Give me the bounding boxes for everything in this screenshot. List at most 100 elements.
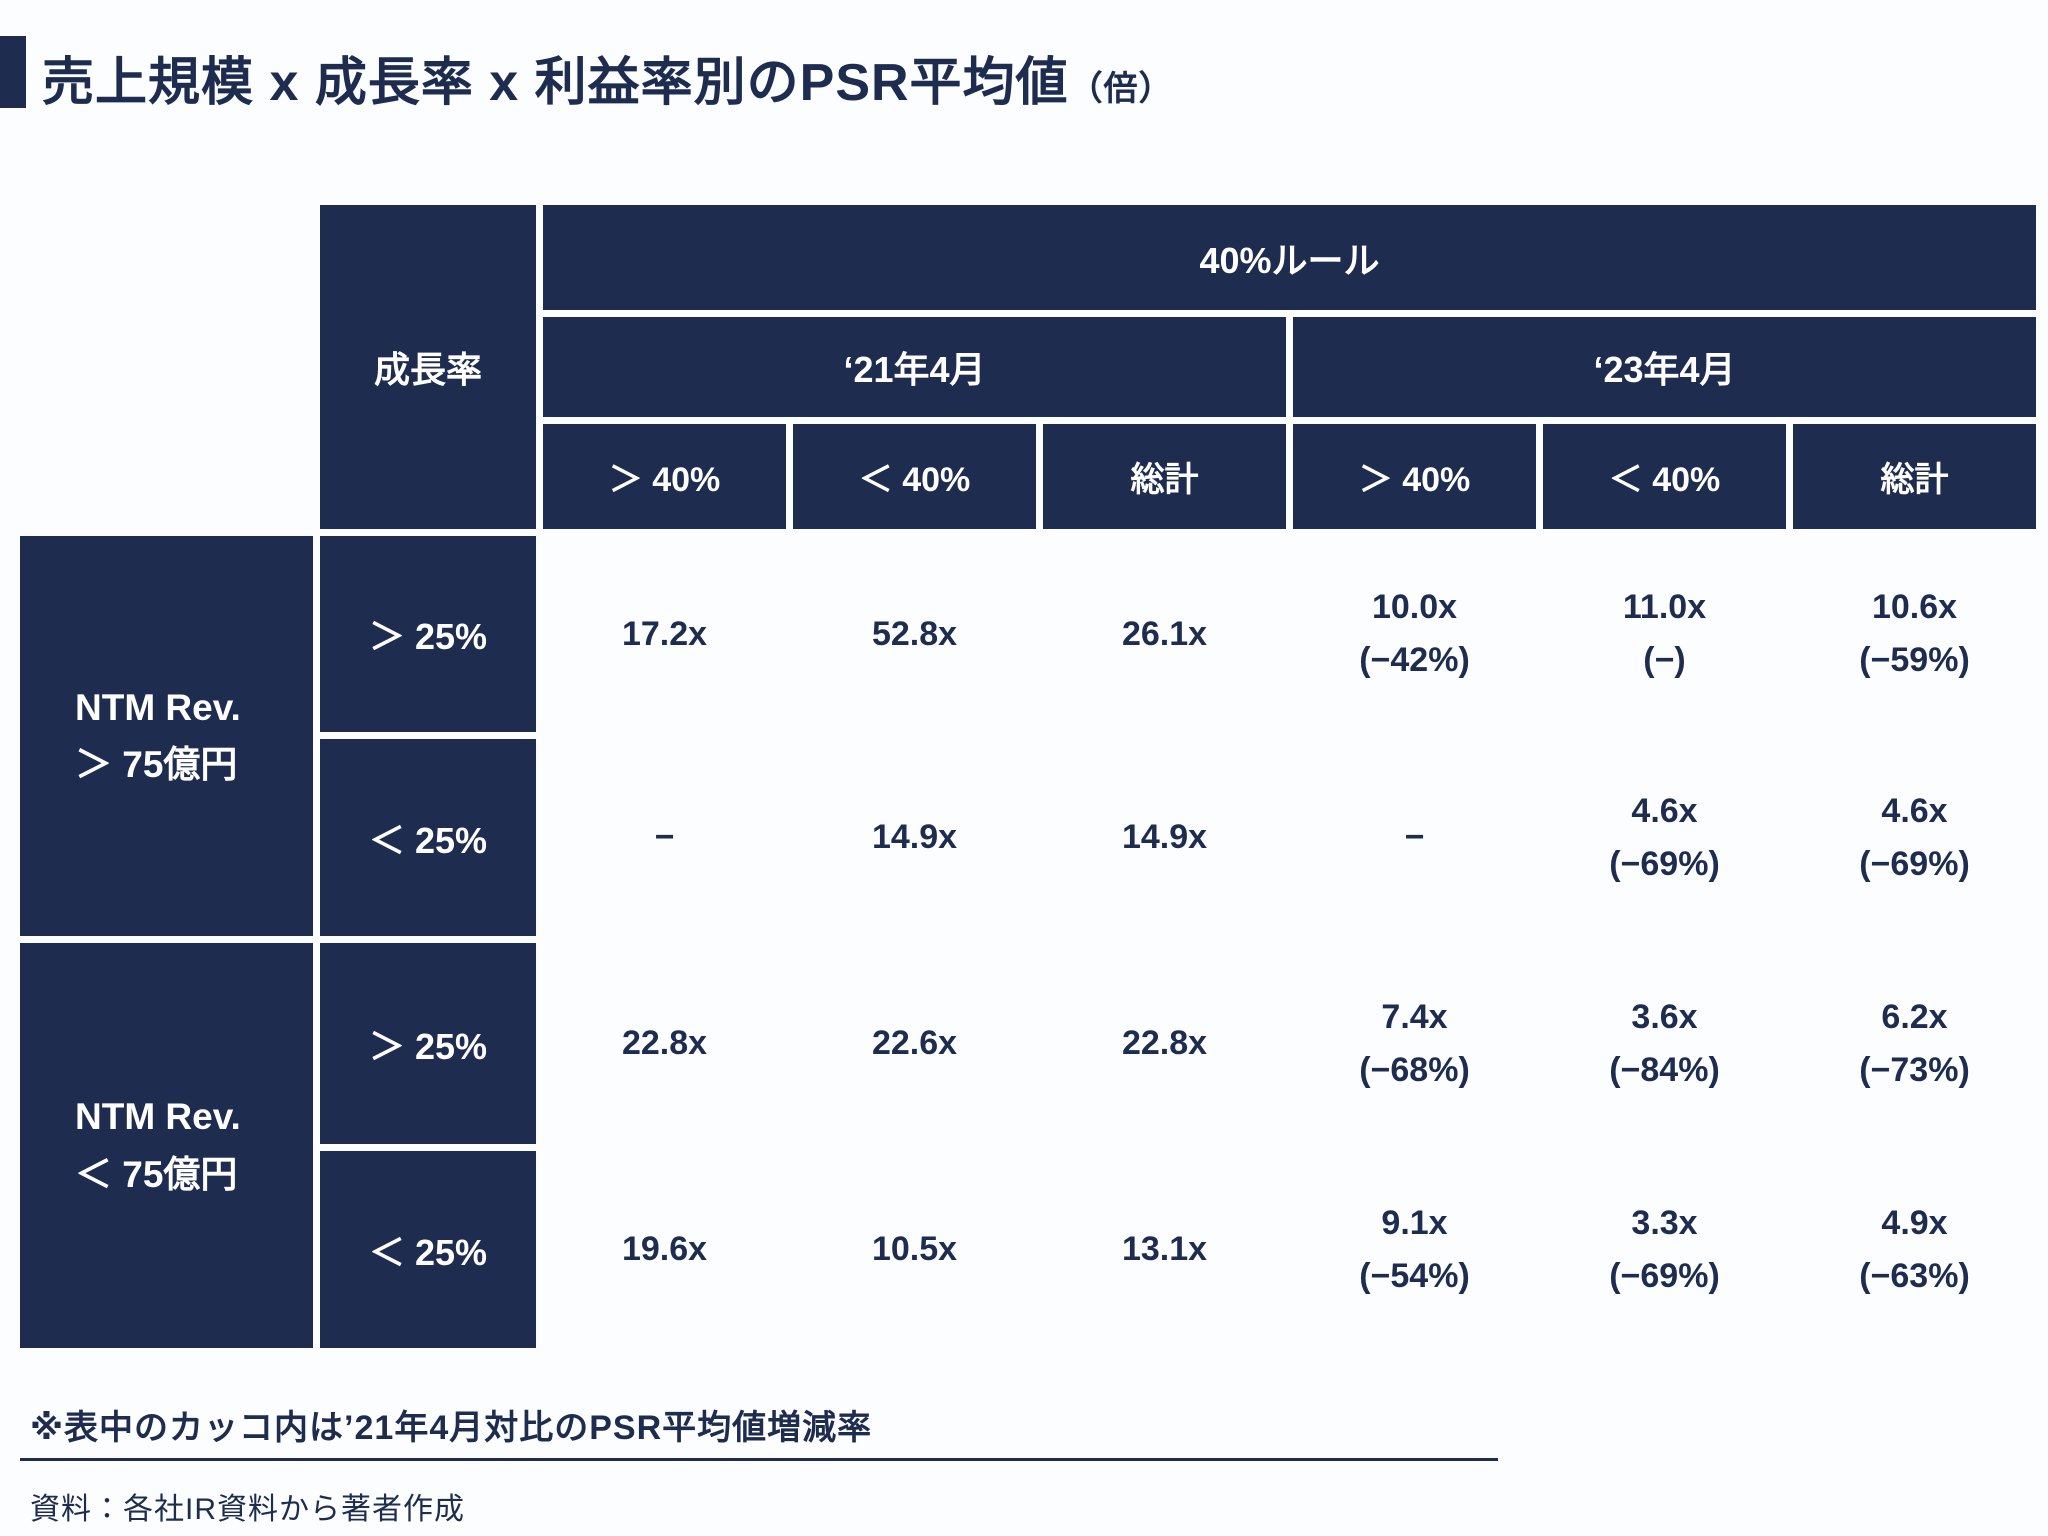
psr-cell: 13.1x <box>1043 1151 1286 1348</box>
psr-value: 7.4x <box>1381 997 1448 1036</box>
psr-cell: 3.3x (−69%) <box>1543 1151 1786 1348</box>
psr-change: (−63%) <box>1859 1256 1970 1295</box>
psr-value: 4.9x <box>1881 1203 1948 1242</box>
growth-rate-header-label: 成長率 <box>373 349 482 390</box>
psr-value: 10.0x <box>1371 588 1458 627</box>
psr-change: (−69%) <box>1609 1256 1720 1295</box>
psr-cell: 52.8x <box>793 536 1036 732</box>
psr-value: 14.9x <box>871 818 958 857</box>
psr-value: 3.3x <box>1631 1203 1698 1242</box>
psr-table: 成長率 40%ルール ‘21年4月 ‘23年4月 ＞ 40% ＜ 40% 総計 … <box>20 205 2036 1348</box>
col-header-label: 総計 <box>1130 461 1199 499</box>
row-header-label: ＞ 25% <box>368 1025 488 1067</box>
footnote: ※表中のカッコ内は’21年4月対比のPSR平均値増減率 <box>30 1409 873 1447</box>
row-header-label: ＜ 25% <box>368 1231 488 1273</box>
psr-cell: 4.9x (−63%) <box>1793 1151 2036 1348</box>
psr-change: (−) <box>1643 641 1686 679</box>
psr-cell: 9.1x (−54%) <box>1293 1151 1536 1348</box>
psr-cell: 19.6x <box>543 1151 786 1348</box>
col-header-label: ＞ 40% <box>1358 461 1471 499</box>
psr-value: 10.5x <box>871 1230 958 1269</box>
page-title: 売上規模 x 成長率 x 利益率別のPSR平均値（倍） <box>42 40 1174 115</box>
psr-value: 9.1x <box>1381 1203 1448 1242</box>
psr-cell: 22.8x <box>543 943 786 1144</box>
psr-value: 22.8x <box>621 1024 708 1063</box>
psr-change: (−69%) <box>1609 844 1720 883</box>
psr-cell: 4.6x (−69%) <box>1793 739 2036 936</box>
psr-value: 3.6x <box>1631 997 1698 1036</box>
source-note: 資料：各社IR資料から著者作成 <box>30 1493 465 1526</box>
psr-change: (−84%) <box>1609 1050 1720 1089</box>
psr-cell: 3.6x (−84%) <box>1543 943 1786 1144</box>
period-2023-header-cell: ‘23年4月 <box>1293 317 2036 417</box>
psr-value: 22.6x <box>871 1024 958 1063</box>
psr-change: (−42%) <box>1359 641 1470 679</box>
psr-cell: 22.8x <box>1043 943 1286 1144</box>
period-2021-label: ‘21年4月 <box>843 349 986 390</box>
psr-cell: 4.6x (−69%) <box>1543 739 1786 936</box>
period-2021-header-cell: ‘21年4月 <box>543 317 1286 417</box>
footer-divider <box>20 1458 1498 1461</box>
col-header-total-2021: 総計 <box>1043 424 1286 529</box>
row-group-label-line2: ＞ 75億円 <box>75 744 238 785</box>
col-header-label: ＜ 40% <box>858 461 971 499</box>
psr-cell: 14.9x <box>793 739 1036 936</box>
psr-value: 10.6x <box>1871 588 1958 627</box>
psr-value: 19.6x <box>621 1230 708 1269</box>
psr-value: 13.1x <box>1121 1230 1208 1269</box>
row-header-growth-lt25-g2: ＜ 25% <box>320 1151 536 1348</box>
row-header-label: ＜ 25% <box>368 819 488 861</box>
row-header-label: ＞ 25% <box>368 616 488 657</box>
psr-change: (−73%) <box>1859 1050 1970 1089</box>
psr-change: (−68%) <box>1359 1050 1470 1089</box>
psr-value: − <box>654 818 675 857</box>
row-group-label-line1: NTM Rev. <box>75 686 241 728</box>
col-header-label: 総計 <box>1880 461 1949 499</box>
psr-value: 52.8x <box>871 614 958 653</box>
rule-40-header-label: 40%ルール <box>1199 239 1380 281</box>
psr-value: 4.6x <box>1881 791 1948 830</box>
col-header-label: ＞ 40% <box>608 461 721 499</box>
col-header-gt40-2021: ＞ 40% <box>543 424 786 529</box>
psr-cell: 10.6x (−59%) <box>1793 536 2036 732</box>
col-header-label: ＜ 40% <box>1608 461 1721 499</box>
psr-cell: − <box>543 739 786 936</box>
psr-cell: 17.2x <box>543 536 786 732</box>
row-header-growth-lt25-g1: ＜ 25% <box>320 739 536 936</box>
psr-cell: 7.4x (−68%) <box>1293 943 1536 1144</box>
col-header-lt40-2021: ＜ 40% <box>793 424 1036 529</box>
psr-cell: − <box>1293 739 1536 936</box>
psr-cell: 11.0x (−) <box>1543 536 1786 732</box>
psr-value: − <box>1404 818 1425 857</box>
psr-value: 26.1x <box>1121 614 1208 653</box>
row-group-label-line1: NTM Rev. <box>75 1096 241 1138</box>
psr-cell: 6.2x (−73%) <box>1793 943 2036 1144</box>
growth-rate-header-cell: 成長率 <box>320 205 536 529</box>
col-header-lt40-2023: ＜ 40% <box>1543 424 1786 529</box>
period-2023-label: ‘23年4月 <box>1593 349 1736 390</box>
psr-change: (−54%) <box>1359 1256 1470 1295</box>
psr-value: 22.8x <box>1121 1024 1208 1063</box>
col-header-gt40-2023: ＞ 40% <box>1293 424 1536 529</box>
row-header-growth-gt25-g1: ＞ 25% <box>320 536 536 732</box>
psr-cell: 26.1x <box>1043 536 1286 732</box>
psr-value: 11.0x <box>1622 588 1707 627</box>
rule-40-header-cell: 40%ルール <box>543 205 2036 310</box>
page-title-unit: （倍） <box>1068 70 1174 108</box>
psr-change: (−59%) <box>1859 641 1970 679</box>
psr-cell: 10.5x <box>793 1151 1036 1348</box>
psr-value: 4.6x <box>1631 791 1698 830</box>
row-group-label-rev-gt-75: NTM Rev. ＞ 75億円 <box>20 536 313 936</box>
row-group-label-line2: ＜ 75億円 <box>75 1153 238 1195</box>
psr-value: 17.2x <box>621 614 708 653</box>
psr-change: (−69%) <box>1859 844 1970 883</box>
row-header-growth-gt25-g2: ＞ 25% <box>320 943 536 1144</box>
col-header-total-2023: 総計 <box>1793 424 2036 529</box>
psr-value: 6.2x <box>1881 997 1948 1036</box>
psr-cell: 22.6x <box>793 943 1036 1144</box>
psr-cell: 10.0x (−42%) <box>1293 536 1536 732</box>
row-group-label-rev-lt-75: NTM Rev. ＜ 75億円 <box>20 943 313 1348</box>
psr-value: 14.9x <box>1121 818 1208 857</box>
page-title-text: 売上規模 x 成長率 x 利益率別のPSR平均値 <box>42 54 1069 112</box>
